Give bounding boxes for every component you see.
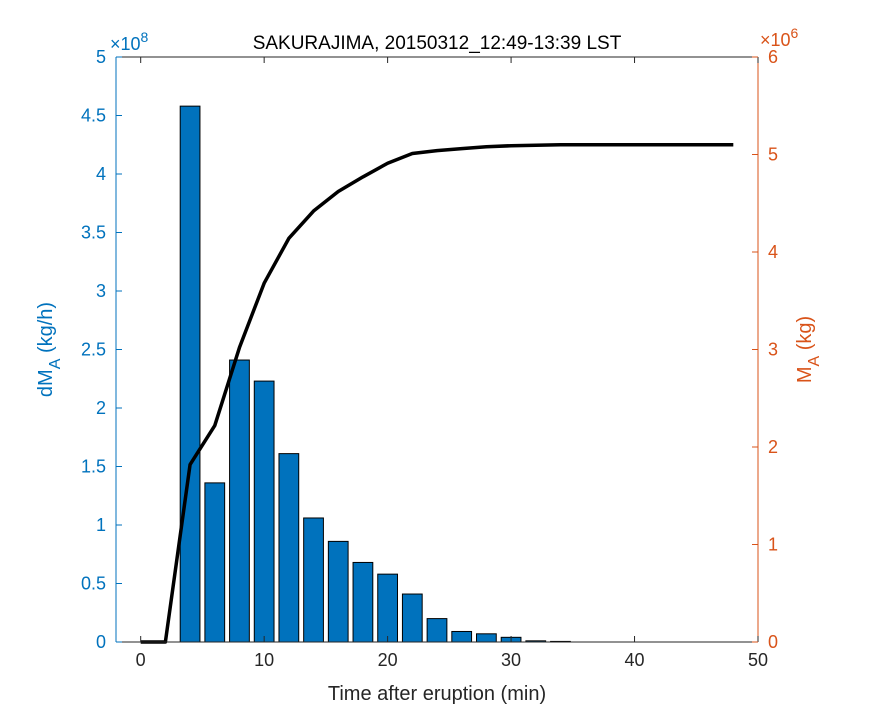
y-right-tick-label: 1 <box>768 535 778 555</box>
x-tick-label: 30 <box>501 650 521 670</box>
bar <box>229 359 250 643</box>
y-left-tick-label: 3 <box>96 281 106 301</box>
y-right-tick-label: 6 <box>768 47 778 67</box>
y-right-tick-label: 3 <box>768 340 778 360</box>
y-left-tick-label: 2.5 <box>81 340 106 360</box>
bar <box>401 593 423 643</box>
bar <box>278 453 300 643</box>
y-left-tick-label: 4.5 <box>81 106 106 126</box>
bar <box>253 380 275 643</box>
plot-area: 0 10 20 30 40 5000.511.522.533.544.550123456×… <box>35 25 823 705</box>
y-left-tick-label: 4 <box>96 164 106 184</box>
y-left-tick-label: 0.5 <box>81 574 106 594</box>
x-tick-label: 10 <box>254 650 274 670</box>
x-tick-label: 40 <box>625 650 645 670</box>
y-right-tick-label: 2 <box>768 437 778 457</box>
y-left-tick-label: 0 <box>96 632 106 652</box>
y-left-axis-label: dMA (kg/h) <box>35 302 64 397</box>
x-tick-label: 0 <box>136 650 146 670</box>
bar <box>327 540 349 643</box>
bar <box>476 633 497 643</box>
y-left-tick-label: 3.5 <box>81 223 106 243</box>
x-tick-label: 50 <box>748 650 768 670</box>
series-line-ma <box>140 143 734 644</box>
y-right-exponent: ×106 <box>760 25 799 50</box>
y-left-tick-label: 2 <box>96 398 106 418</box>
x-axis-label: Time after eruption (min) <box>328 683 546 705</box>
y-right-axis-label: MA (kg) <box>794 316 823 383</box>
bar <box>204 482 226 643</box>
bar <box>451 630 473 643</box>
bar <box>377 573 398 643</box>
y-right-tick-label: 0 <box>768 632 778 652</box>
bar <box>352 561 374 643</box>
y-left-tick-label: 1 <box>96 515 106 535</box>
y-right-tick-label: 5 <box>768 145 778 165</box>
y-left-tick-label: 1.5 <box>81 457 106 477</box>
chart-title: SAKURAJIMA, 20150312_12:49-13:39 LST <box>253 33 622 54</box>
bar <box>303 517 324 643</box>
y-left-tick-label: 5 <box>96 47 106 67</box>
y-right-tick-label: 4 <box>768 242 778 262</box>
x-tick-label: 20 <box>378 650 398 670</box>
bar <box>426 618 448 643</box>
y-left-exponent: ×108 <box>110 29 149 54</box>
bar <box>179 105 201 643</box>
